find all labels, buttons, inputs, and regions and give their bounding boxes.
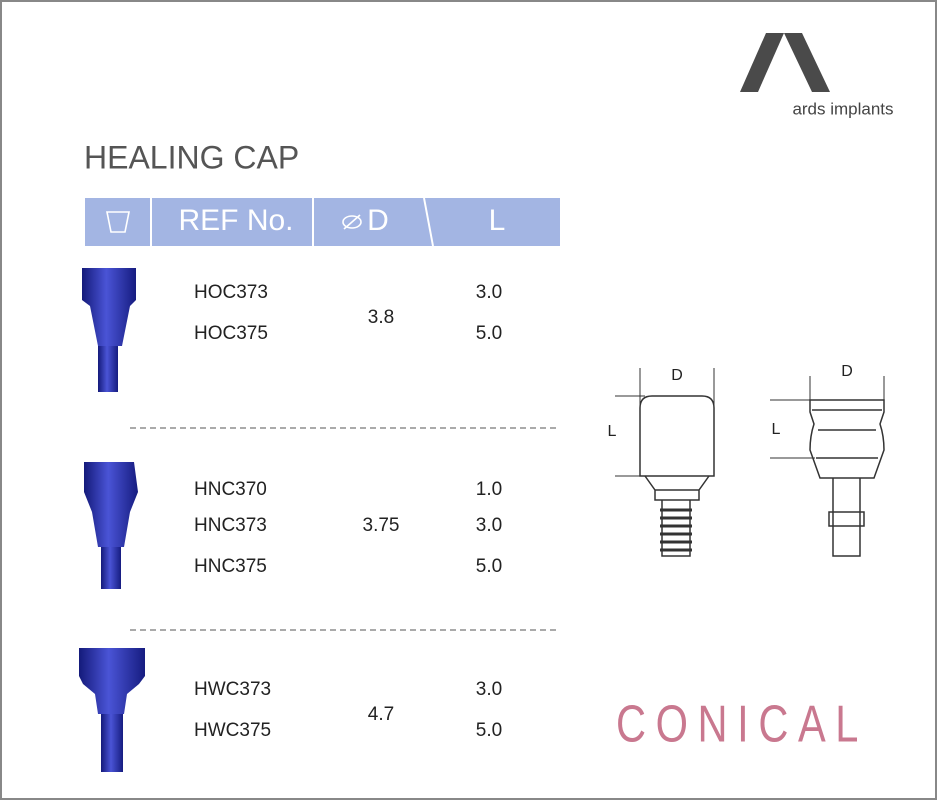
diameter: 4.7: [368, 704, 394, 725]
diagram-d-label: D: [671, 367, 683, 384]
ref-number: HNC370: [194, 479, 267, 500]
diagram-2: [770, 376, 885, 557]
length: 3.0: [476, 515, 502, 536]
logo: [740, 33, 830, 92]
length: 3.0: [476, 679, 502, 700]
separators: [130, 427, 556, 631]
length: 3.0: [476, 282, 502, 303]
header-length: L: [489, 204, 506, 237]
length: 5.0: [476, 323, 502, 344]
ref-number: HNC373: [194, 515, 267, 536]
header-ref: REF No.: [178, 204, 293, 237]
diagram-d-label: D: [841, 363, 853, 380]
diagram-l-label: L: [608, 423, 617, 440]
footer: CONICAL: [616, 694, 868, 753]
diameter: 3.8: [368, 307, 394, 328]
diagram-l-label: L: [772, 421, 781, 438]
header-diameter: D: [367, 204, 389, 237]
length: 5.0: [476, 720, 502, 741]
title: HEALING CAP: [84, 139, 299, 175]
ref-number: HWC373: [194, 679, 271, 700]
ref-number: HOC375: [194, 323, 268, 344]
ref-number: HWC375: [194, 720, 271, 741]
length: 5.0: [476, 556, 502, 577]
table-header: REF No. D L: [85, 197, 560, 247]
ref-number: HOC373: [194, 282, 268, 303]
diameter: 3.75: [363, 515, 400, 536]
diagram-1: [615, 368, 715, 557]
implants: [79, 268, 145, 772]
length: 1.0: [476, 479, 502, 500]
ref-number: HNC375: [194, 556, 267, 577]
brand: ards implants: [792, 99, 893, 118]
